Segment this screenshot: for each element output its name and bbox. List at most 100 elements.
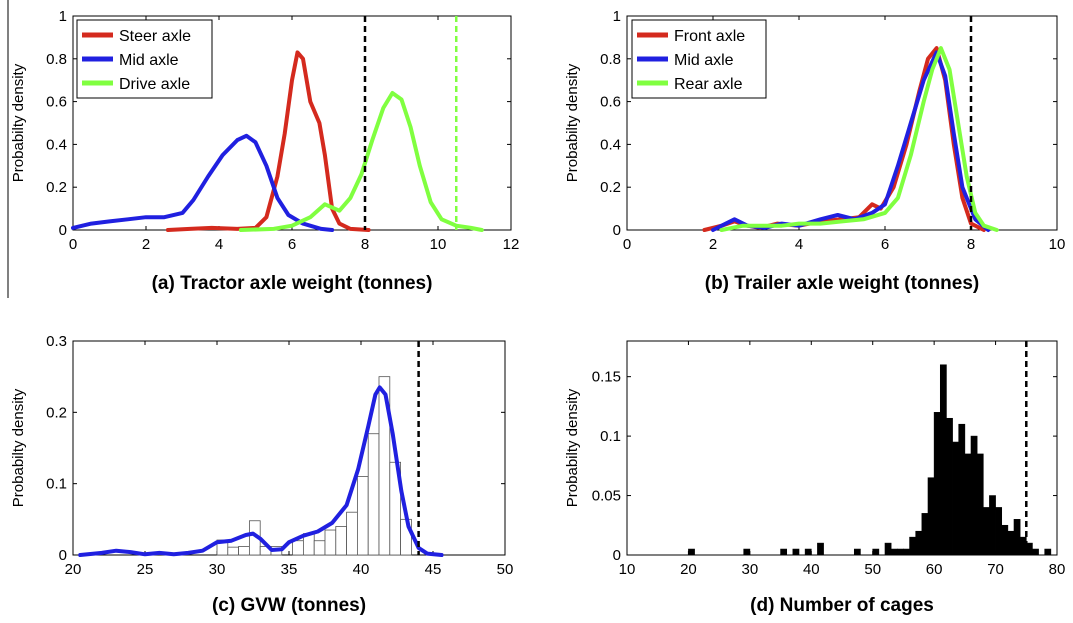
- x-tick-label: 35: [281, 561, 298, 578]
- panel-tractor-axle-weight: 0 2 4 6 8 10 12 0 0.2 0.4 0.6 0.8 1 Probabilty densi…: [10, 8, 519, 294]
- legend: Steer axle Mid axle Drive axle: [76, 19, 213, 99]
- histogram-bar: [743, 548, 751, 556]
- y-axis-label: Probabilty density: [564, 388, 581, 507]
- histogram-bar: [313, 540, 326, 556]
- y-tick-label: 0.6: [46, 94, 67, 111]
- x-tick-label: 20: [65, 561, 82, 578]
- legend-label: Front axle: [674, 28, 745, 45]
- panel-caption: (a) Tractor axle weight (tonnes): [152, 273, 433, 294]
- y-tick-label: 1: [59, 8, 67, 25]
- histogram-bar: [688, 548, 695, 556]
- histogram-bar: [792, 548, 800, 556]
- x-tick-label: 12: [503, 236, 520, 253]
- y-axis-label: Probabilty density: [564, 63, 581, 182]
- histogram-bar: [989, 495, 996, 556]
- histogram-bar: [356, 476, 369, 556]
- histogram-bar: [853, 548, 861, 556]
- histogram-bar: [933, 412, 941, 556]
- histogram-bar: [780, 548, 788, 556]
- histogram-bar: [1013, 519, 1021, 556]
- density-line: [78, 385, 444, 557]
- histogram-bar: [946, 417, 953, 556]
- legend-label: Rear axle: [674, 76, 743, 93]
- legend-label: Mid axle: [119, 52, 179, 69]
- y-tick-label: 0.2: [46, 179, 67, 196]
- panel-caption: (b) Trailer axle weight (tonnes): [705, 273, 980, 294]
- y-tick-label: 0.1: [46, 476, 67, 493]
- x-tick-label: 50: [497, 561, 514, 578]
- density-line: [165, 50, 371, 232]
- x-tick-label: 6: [881, 236, 889, 253]
- histogram-bar: [238, 546, 250, 556]
- x-tick-label: 45: [425, 561, 442, 578]
- y-axis-label: Probabilty density: [10, 63, 27, 182]
- histogram-bar: [817, 542, 824, 556]
- y-tick-label: 0.4: [600, 136, 621, 153]
- x-tick-label: 0: [69, 236, 77, 253]
- x-tick-label: 10: [430, 236, 447, 253]
- x-tick-label: 10: [619, 561, 636, 578]
- histogram-bar: [909, 536, 917, 556]
- histogram-bar: [982, 507, 990, 556]
- x-tick-label: 30: [209, 561, 226, 578]
- panel-gvw: 20 25 30 35 40 45 50 0 0.1 0.2 0.3 Probabilty dens…: [10, 333, 513, 616]
- histogram-bar: [367, 433, 380, 556]
- histogram-bar: [952, 441, 960, 556]
- x-tick-label: 80: [1049, 561, 1066, 578]
- histogram-bar: [927, 477, 935, 556]
- histogram-bar: [995, 507, 1003, 556]
- plot-frame: [72, 340, 506, 556]
- y-tick-label: 0: [613, 547, 621, 564]
- legend: Front axle Mid axle Rear axle: [631, 19, 767, 99]
- x-tick-label: 20: [680, 561, 697, 578]
- histogram-bar: [890, 548, 898, 556]
- x-tick-label: 70: [987, 561, 1004, 578]
- x-tick-label: 10: [1049, 236, 1066, 253]
- histogram-bar: [324, 529, 337, 556]
- panel-trailer-axle-weight: 0 2 4 6 8 10 0 0.2 0.4 0.6 0.8 1 Probabilty density…: [564, 8, 1065, 294]
- density-line: [71, 133, 335, 232]
- histogram-bar: [335, 526, 347, 556]
- y-tick-label: 0.05: [592, 488, 621, 505]
- y-tick-label: 0: [59, 222, 67, 239]
- histogram-bar: [1007, 530, 1015, 556]
- y-tick-label: 0: [59, 547, 67, 564]
- x-tick-label: 50: [864, 561, 881, 578]
- histogram-bar: [292, 540, 304, 556]
- x-tick-label: 4: [795, 236, 803, 253]
- y-tick-label: 0.8: [600, 51, 621, 68]
- histogram-bar: [915, 530, 923, 556]
- y-tick-label: 0.15: [592, 369, 621, 386]
- histogram-bar: [1044, 548, 1052, 556]
- y-tick-label: 1: [613, 8, 621, 25]
- histogram-bar: [346, 511, 358, 556]
- y-tick-label: 0: [613, 222, 621, 239]
- x-tick-label: 4: [215, 236, 223, 253]
- density-line: [719, 46, 999, 232]
- histogram-bar: [921, 513, 929, 556]
- x-tick-label: 60: [926, 561, 943, 578]
- histogram-bar: [964, 453, 972, 556]
- histogram-bar: [970, 435, 978, 556]
- histogram-bar: [903, 548, 910, 556]
- x-tick-label: 40: [353, 561, 370, 578]
- x-tick-label: 8: [967, 236, 975, 253]
- y-tick-label: 0.2: [600, 179, 621, 196]
- histogram-bar: [958, 423, 966, 556]
- y-tick-label: 0.8: [46, 51, 67, 68]
- x-tick-label: 2: [142, 236, 150, 253]
- y-tick-label: 0.6: [600, 94, 621, 111]
- plot-frame: [626, 340, 1058, 556]
- x-tick-label: 25: [137, 561, 154, 578]
- density-line: [238, 91, 484, 232]
- panel-caption: (c) GVW (tonnes): [212, 595, 366, 616]
- x-tick-label: 6: [288, 236, 296, 253]
- histogram-bar: [1001, 524, 1009, 556]
- x-tick-label: 8: [361, 236, 369, 253]
- histogram-bar: [872, 548, 880, 556]
- y-tick-label: 0.4: [46, 136, 67, 153]
- histogram-bar: [896, 548, 904, 556]
- y-tick-label: 0.2: [46, 404, 67, 421]
- histogram-bar: [939, 364, 947, 556]
